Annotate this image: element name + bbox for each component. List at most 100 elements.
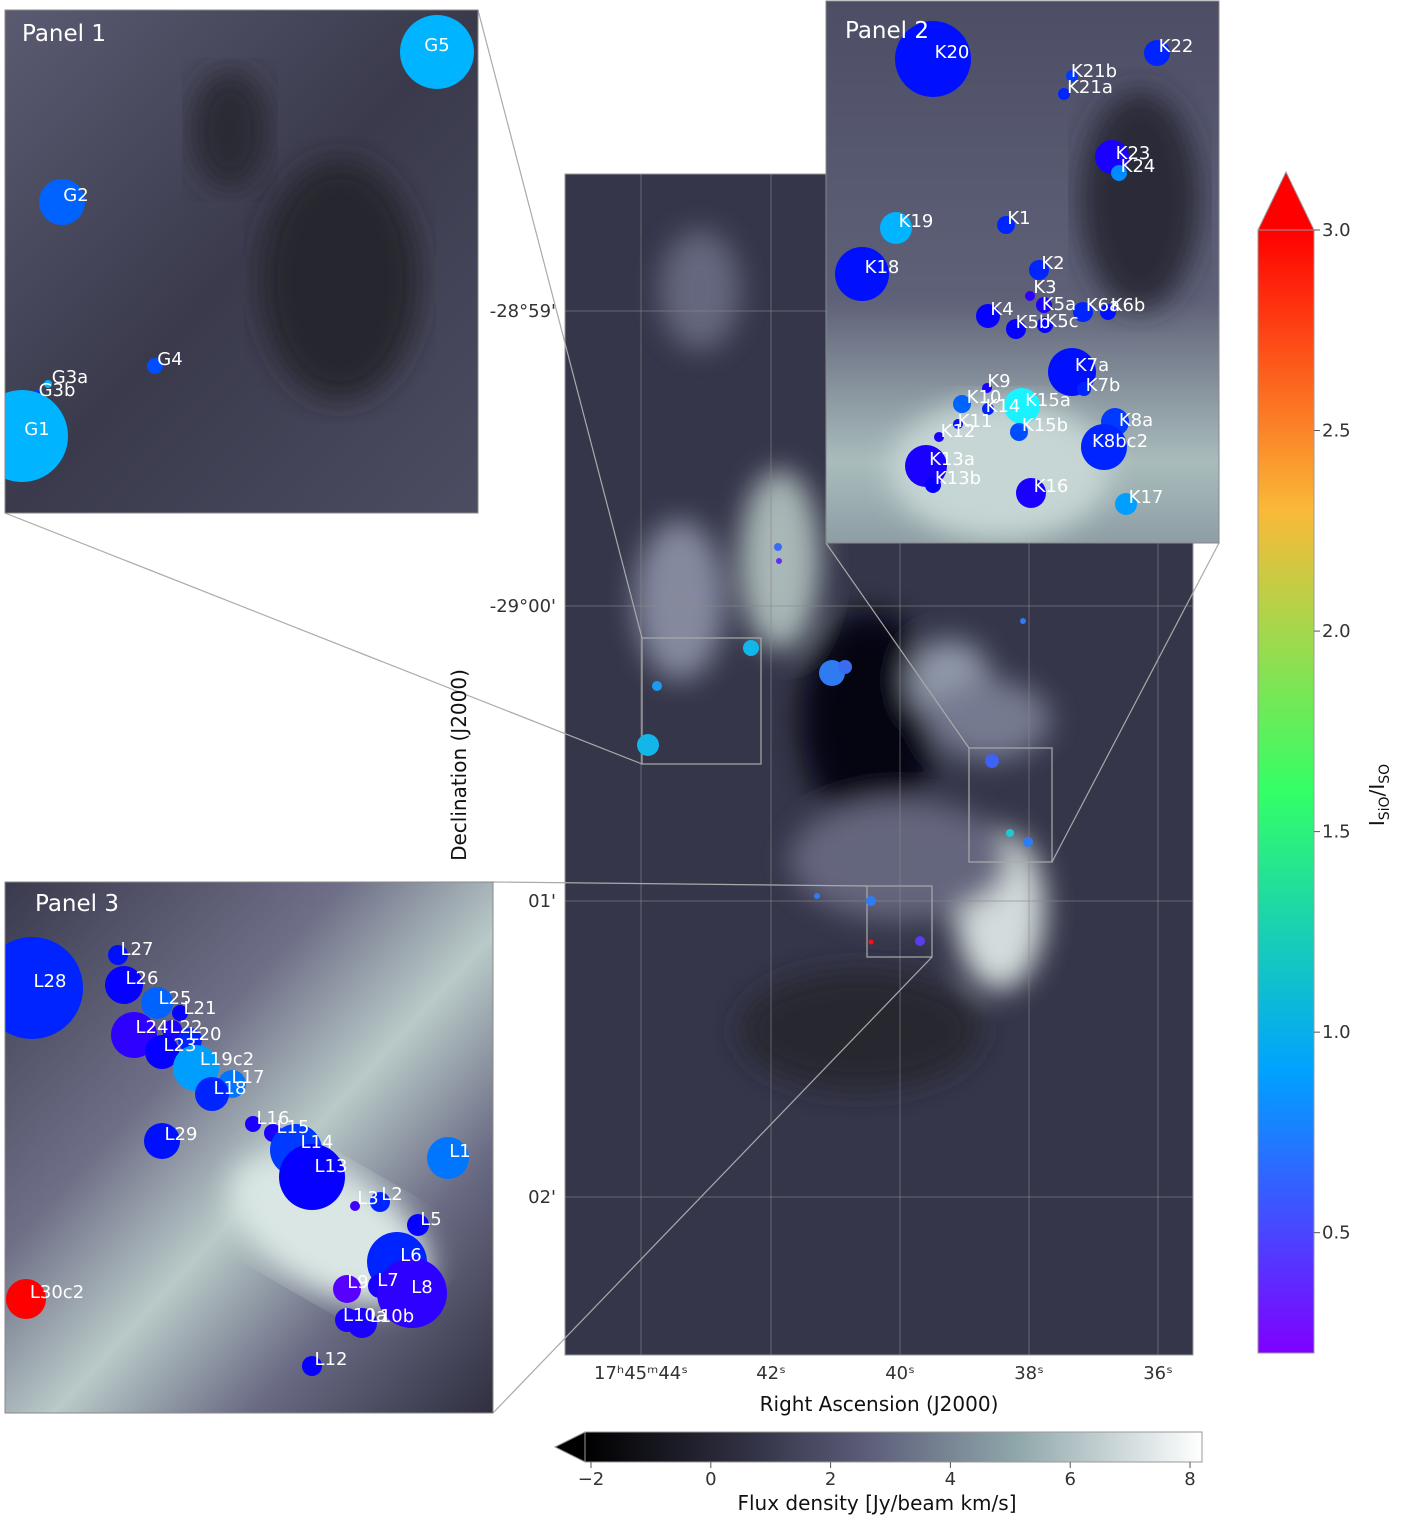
figure: 17ʰ45ᵐ44ˢ42ˢ40ˢ38ˢ36ˢ-28°59'-29°00'01'02… [0, 0, 1409, 1519]
source-label: K20 [935, 42, 970, 63]
panel-title: Panel 2 [845, 18, 929, 44]
source-label: K13a [929, 449, 975, 470]
panel-title: Panel 1 [22, 21, 106, 47]
y-tick-label: 01' [528, 891, 556, 912]
tick-label: 1.0 [1322, 1022, 1351, 1043]
connector [5, 513, 642, 764]
colorbar-extend [555, 1432, 585, 1462]
ratio-colorbar: ISiO/ISO 0.51.01.52.02.53.0 [1258, 172, 1393, 1353]
source-label: L12 [315, 1349, 348, 1370]
source-label: K12 [941, 421, 976, 442]
source-label: K4 [990, 299, 1013, 320]
map-dot [743, 640, 759, 656]
label-part: /I [1365, 784, 1389, 797]
tick-label: 3.0 [1322, 220, 1351, 241]
source-label: L5 [420, 1209, 441, 1230]
source-label: L29 [165, 1124, 198, 1145]
y-axis-label: Declination (J2000) [447, 669, 471, 861]
source-label: K19 [899, 211, 934, 232]
source-label: L27 [121, 939, 154, 960]
source-label: L9 [347, 1272, 368, 1293]
source [279, 1144, 345, 1210]
map-dot [869, 940, 874, 945]
source-label: K22 [1159, 36, 1194, 57]
source-label: K15a [1025, 390, 1071, 411]
source-label: L1 [449, 1141, 470, 1162]
source-label: L7 [377, 1270, 398, 1291]
y-tick-label: -29°00' [490, 596, 556, 617]
source-label: L3 [357, 1188, 378, 1209]
tick-label: 2.0 [1322, 621, 1351, 642]
x-tick-label: 36ˢ [1143, 1363, 1173, 1384]
source-label: K8a [1119, 410, 1153, 431]
colorbar [1258, 230, 1314, 1353]
tick-label: 0.5 [1322, 1223, 1351, 1244]
tick-label: 8 [1184, 1469, 1195, 1490]
source-label: K7a [1075, 355, 1109, 376]
tick-label: −2 [578, 1469, 605, 1490]
map-dot [637, 734, 659, 756]
source-label: L10b [370, 1306, 414, 1327]
source-label: K2 [1041, 253, 1064, 274]
y-tick-label: -28°59' [490, 301, 556, 322]
source-label: G1 [24, 419, 49, 440]
map-dot [1020, 618, 1026, 624]
source-label: K16 [1034, 476, 1069, 497]
source-label: K21a [1067, 77, 1113, 98]
x-tick-label: 42ˢ [756, 1363, 786, 1384]
source-label: L13 [315, 1156, 348, 1177]
map-dot [866, 896, 876, 906]
source-label: K17 [1129, 487, 1164, 508]
map-dot [774, 543, 782, 551]
source-label: L18 [214, 1078, 247, 1099]
source-label: K15b [1022, 415, 1068, 436]
source-label: L23 [164, 1035, 197, 1056]
flux-colorbar: Flux density [Jy/beam km/s] −2 0 2 4 6 8 [555, 1432, 1202, 1515]
map-dot [1023, 837, 1033, 847]
colorbar [585, 1432, 1202, 1462]
x-tick-label: 40ˢ [885, 1363, 915, 1384]
tick-label: 2.5 [1322, 421, 1351, 442]
source-label: K7b [1086, 375, 1121, 396]
colorbar-extend [1258, 172, 1314, 230]
source-label: K13b [935, 468, 981, 489]
source-label: G2 [63, 185, 88, 206]
tick-label: 6 [1064, 1469, 1075, 1490]
map-dot [985, 754, 999, 768]
source-label: K5c [1045, 311, 1078, 332]
source-label: G5 [424, 35, 449, 56]
x-tick-label: 38ˢ [1014, 1363, 1044, 1384]
label-sub: SiO [1377, 796, 1393, 820]
source-label: L28 [34, 971, 67, 992]
tick-label: 1.5 [1322, 822, 1351, 843]
source-label: L14 [301, 1132, 334, 1153]
source-label: L2 [381, 1184, 402, 1205]
source-label: G4 [157, 349, 182, 370]
colorbar-label: Flux density [Jy/beam km/s] [737, 1491, 1016, 1515]
source-label: K24 [1121, 156, 1156, 177]
source-label: L8 [411, 1277, 432, 1298]
source-label: L26 [126, 968, 159, 989]
source-label: G3b [39, 380, 76, 401]
x-tick-label: 17ʰ45ᵐ44ˢ [594, 1363, 688, 1384]
tick-label: 0 [705, 1469, 716, 1490]
x-axis-label: Right Ascension (J2000) [760, 1392, 999, 1416]
map-dot [1006, 829, 1014, 837]
y-tick-label: 02' [528, 1187, 556, 1208]
source-label: K8bc2 [1092, 431, 1148, 452]
map-dot [838, 660, 852, 674]
map-dot [814, 893, 820, 899]
label-sub: SO [1377, 764, 1393, 784]
source-label: L30c2 [30, 1282, 84, 1303]
source-label: L21 [184, 998, 217, 1019]
source-label: K1 [1007, 208, 1030, 229]
tick-label: 2 [825, 1469, 836, 1490]
tick-label: 4 [945, 1469, 956, 1490]
panel-3: L27L28L26L25L21L24L22L20L23L19c2L17L18L1… [0, 882, 493, 1413]
source-label: L6 [400, 1245, 421, 1266]
source-label: K18 [865, 257, 900, 278]
map-dot [915, 936, 925, 946]
map-dot [776, 558, 782, 564]
